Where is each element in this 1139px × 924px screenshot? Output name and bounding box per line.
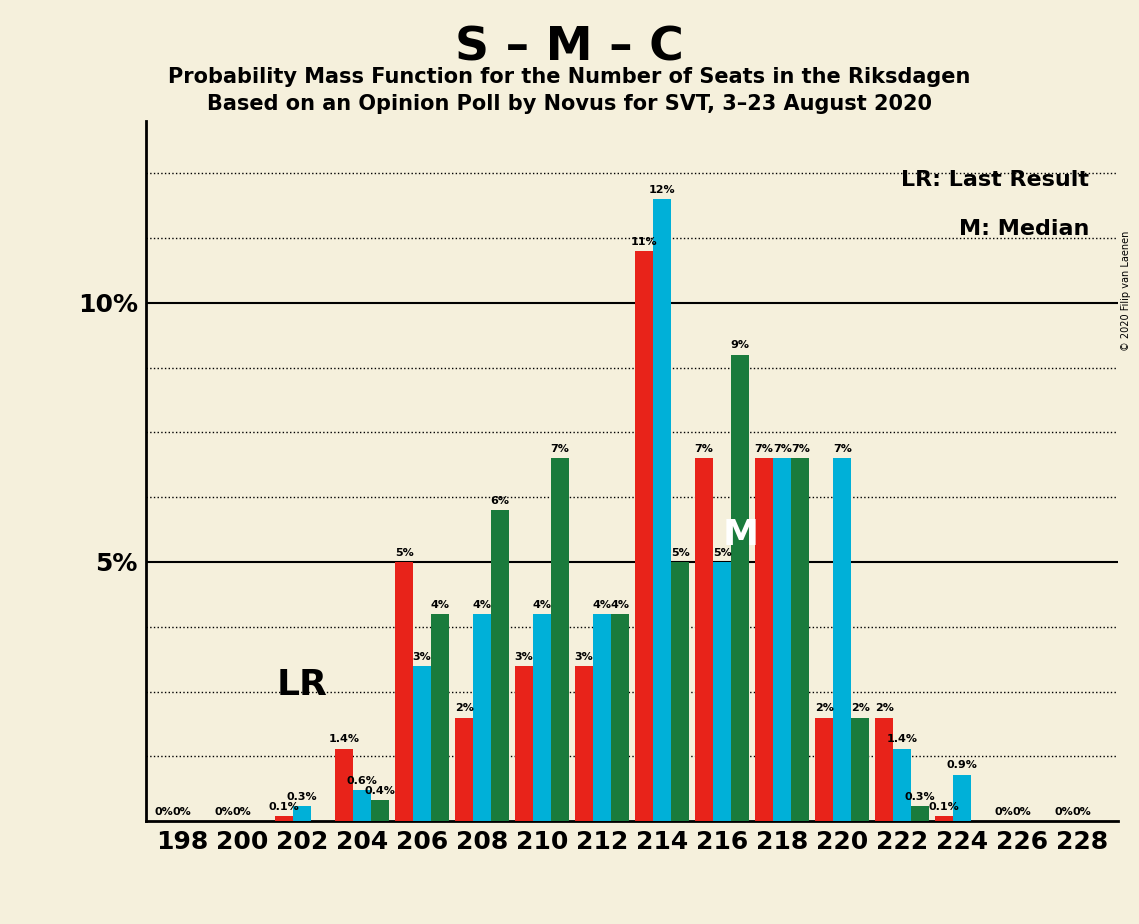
Bar [755, 458, 773, 821]
Text: 0%: 0% [1055, 807, 1074, 817]
Text: 0.6%: 0.6% [346, 776, 377, 786]
Bar [413, 665, 431, 821]
Bar [456, 718, 473, 821]
Text: 3%: 3% [412, 651, 432, 662]
Bar [834, 458, 851, 821]
Bar [533, 614, 551, 821]
Bar [792, 458, 809, 821]
Text: 12%: 12% [649, 185, 675, 195]
Bar [473, 614, 491, 821]
Text: 1.4%: 1.4% [328, 735, 360, 745]
Bar [935, 816, 953, 821]
Text: 7%: 7% [772, 444, 792, 454]
Text: 0%: 0% [994, 807, 1014, 817]
Bar [612, 614, 629, 821]
Bar [875, 718, 893, 821]
Text: 2%: 2% [454, 703, 474, 713]
Text: 0%: 0% [173, 807, 191, 817]
Text: © 2020 Filip van Laenen: © 2020 Filip van Laenen [1121, 231, 1131, 351]
Text: 0.9%: 0.9% [947, 760, 977, 771]
Text: 2%: 2% [814, 703, 834, 713]
Bar [371, 800, 390, 821]
Text: 7%: 7% [755, 444, 773, 454]
Bar [575, 665, 593, 821]
Text: 0.1%: 0.1% [269, 802, 300, 812]
Text: 0%: 0% [155, 807, 173, 817]
Bar [491, 510, 509, 821]
Bar [395, 562, 413, 821]
Bar [713, 562, 731, 821]
Text: Based on an Opinion Poll by Novus for SVT, 3–23 August 2020: Based on an Opinion Poll by Novus for SV… [207, 94, 932, 115]
Text: 4%: 4% [592, 600, 612, 610]
Text: 3%: 3% [515, 651, 533, 662]
Text: 4%: 4% [431, 600, 450, 610]
Text: 0.4%: 0.4% [364, 786, 395, 796]
Text: 2%: 2% [851, 703, 870, 713]
Text: M: M [722, 517, 759, 552]
Bar [274, 816, 293, 821]
Bar [653, 199, 671, 821]
Text: 1.4%: 1.4% [887, 735, 918, 745]
Text: 5%: 5% [671, 548, 689, 558]
Text: 0.1%: 0.1% [929, 802, 960, 812]
Text: S – M – C: S – M – C [456, 26, 683, 71]
Text: M: Median: M: Median [959, 219, 1089, 239]
Text: 0%: 0% [214, 807, 233, 817]
Text: 9%: 9% [731, 340, 749, 350]
Text: 6%: 6% [491, 496, 509, 506]
Bar [851, 718, 869, 821]
Text: LR: Last Result: LR: Last Result [901, 170, 1089, 190]
Text: 4%: 4% [611, 600, 630, 610]
Text: 4%: 4% [533, 600, 551, 610]
Text: 5%: 5% [713, 548, 731, 558]
Text: 7%: 7% [833, 444, 852, 454]
Bar [773, 458, 792, 821]
Text: 4%: 4% [473, 600, 492, 610]
Text: 7%: 7% [550, 444, 570, 454]
Bar [593, 614, 612, 821]
Text: 3%: 3% [575, 651, 593, 662]
Bar [893, 748, 911, 821]
Text: 0.3%: 0.3% [287, 792, 318, 801]
Text: 0%: 0% [232, 807, 252, 817]
Text: 0%: 0% [1013, 807, 1032, 817]
Bar [335, 748, 353, 821]
Bar [911, 806, 929, 821]
Text: 0%: 0% [1073, 807, 1091, 817]
Text: 0.3%: 0.3% [904, 792, 935, 801]
Bar [816, 718, 834, 821]
Bar [551, 458, 570, 821]
Bar [515, 665, 533, 821]
Bar [695, 458, 713, 821]
Text: Probability Mass Function for the Number of Seats in the Riksdagen: Probability Mass Function for the Number… [169, 67, 970, 87]
Bar [636, 251, 653, 821]
Text: 11%: 11% [631, 237, 657, 247]
Bar [431, 614, 449, 821]
Bar [953, 774, 972, 821]
Bar [731, 355, 749, 821]
Text: 7%: 7% [695, 444, 714, 454]
Text: LR: LR [277, 668, 328, 702]
Text: 7%: 7% [790, 444, 810, 454]
Bar [293, 806, 311, 821]
Text: 5%: 5% [395, 548, 413, 558]
Text: 2%: 2% [875, 703, 894, 713]
Bar [671, 562, 689, 821]
Bar [353, 790, 371, 821]
